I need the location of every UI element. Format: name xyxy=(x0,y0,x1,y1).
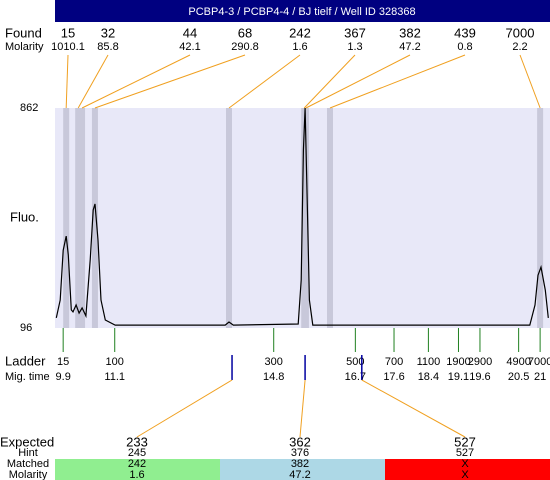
ladder-time: 16.7 xyxy=(345,371,366,383)
molarity-label: Molarity xyxy=(5,41,44,53)
ladder-size: 4900 xyxy=(506,356,530,368)
hint: 245 xyxy=(128,447,146,459)
title: PCBP4-3 / PCBP4-4 / BJ tielf / Well ID 3… xyxy=(188,6,415,18)
ladder-size: 300 xyxy=(265,356,283,368)
hint: 527 xyxy=(456,447,474,459)
expected-size: 527 xyxy=(454,434,476,449)
found-label: Found xyxy=(5,25,42,40)
matched: X xyxy=(461,458,469,470)
ladder-time: 21 xyxy=(534,371,546,383)
hint: 376 xyxy=(291,447,309,459)
found-molarity: 1010.1 xyxy=(51,41,85,53)
found-molarity: 47.2 xyxy=(399,41,420,53)
expected-connector xyxy=(299,379,306,438)
found-size: 382 xyxy=(399,25,421,40)
peak-connector xyxy=(305,54,411,109)
matched: 242 xyxy=(128,458,146,470)
found-size: 32 xyxy=(101,25,115,40)
ladder-time: 18.4 xyxy=(418,371,439,383)
peak-band xyxy=(537,108,544,328)
ladder-size: 500 xyxy=(346,356,364,368)
ladder-time: 19.6 xyxy=(469,371,490,383)
peak-connector xyxy=(303,54,356,109)
peak-band xyxy=(226,108,233,328)
ladder-size: 2900 xyxy=(468,356,492,368)
ladder-size: 1900 xyxy=(446,356,470,368)
peak-band xyxy=(91,108,98,328)
ladder-size: 7000 xyxy=(528,356,550,368)
found-molarity: 0.8 xyxy=(457,41,472,53)
y-label: Fluo. xyxy=(10,209,39,224)
expected-label: Expected xyxy=(0,434,54,449)
found-size: 68 xyxy=(238,25,252,40)
ladder-size: 700 xyxy=(385,356,403,368)
result-bar xyxy=(385,459,550,480)
peak-band xyxy=(75,108,82,328)
result-bar xyxy=(220,459,385,480)
expected-connector xyxy=(136,379,233,438)
expected-molarity: X xyxy=(461,469,469,480)
peak-connector xyxy=(329,54,466,109)
peak-connector xyxy=(77,54,109,109)
ladder-size: 1100 xyxy=(417,356,441,368)
expected-molarity: 1.6 xyxy=(129,469,144,480)
ladder-time: 19.1 xyxy=(448,371,469,383)
ladder-time: 20.5 xyxy=(508,371,529,383)
expected-size: 362 xyxy=(289,434,311,449)
peak-connector xyxy=(519,54,541,109)
ladder-size: 15 xyxy=(57,356,69,368)
title-bar xyxy=(55,0,550,22)
ladder-size: 100 xyxy=(106,356,124,368)
ladder-time: 17.6 xyxy=(383,371,404,383)
peak-band xyxy=(79,108,86,328)
found-size: 439 xyxy=(454,25,476,40)
result-bar xyxy=(55,459,220,480)
peak-connector xyxy=(81,54,191,109)
y-tick-label: 96 xyxy=(20,322,32,334)
peak-band xyxy=(63,108,70,328)
ladder-time: 9.9 xyxy=(56,371,71,383)
matched-label: Matched xyxy=(7,458,49,470)
expected-molarity-label: Molarity xyxy=(9,469,48,480)
mig-time-label: Mig. time xyxy=(5,371,50,383)
peak-band xyxy=(327,108,333,328)
expected-size: 233 xyxy=(126,434,148,449)
trace xyxy=(55,107,549,326)
peak-connector xyxy=(94,54,246,109)
found-size: 44 xyxy=(183,25,197,40)
ladder-label: Ladder xyxy=(5,353,46,368)
found-molarity: 42.1 xyxy=(179,41,200,53)
ladder-time: 11.1 xyxy=(104,371,125,383)
found-molarity: 2.2 xyxy=(512,41,527,53)
found-size: 15 xyxy=(61,25,75,40)
peak-connector xyxy=(65,54,69,109)
found-size: 7000 xyxy=(506,25,535,40)
found-molarity: 1.3 xyxy=(347,41,362,53)
ladder-time: 14.8 xyxy=(263,371,284,383)
found-size: 367 xyxy=(344,25,366,40)
expected-molarity: 47.2 xyxy=(289,469,310,480)
found-molarity: 85.8 xyxy=(97,41,118,53)
found-size: 242 xyxy=(289,25,311,40)
expected-connector xyxy=(361,379,466,438)
found-molarity: 1.6 xyxy=(292,41,307,53)
y-tick-label: 862 xyxy=(20,102,38,114)
peak-connector xyxy=(228,54,301,109)
found-molarity: 290.8 xyxy=(231,41,259,53)
peak-band xyxy=(302,108,309,328)
hint-label: Hint xyxy=(18,447,38,459)
matched: 382 xyxy=(291,458,309,470)
